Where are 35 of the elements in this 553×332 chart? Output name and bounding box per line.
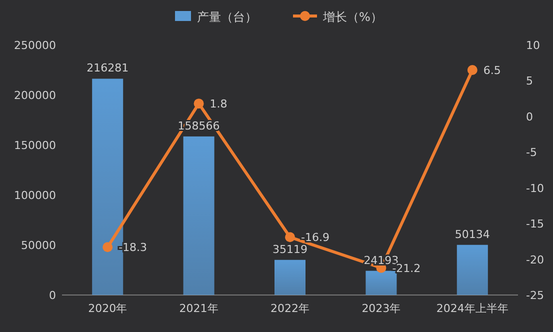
y2-tick-label: -10 bbox=[526, 182, 544, 195]
y2-tick-label: 0 bbox=[526, 110, 533, 124]
point bbox=[285, 232, 295, 242]
y2-tick-label: -20 bbox=[526, 253, 544, 266]
x-tick-label: 2021年 bbox=[179, 302, 218, 315]
x-tick-label: 2023年 bbox=[362, 302, 401, 315]
y2-tick-label: 10 bbox=[526, 39, 540, 52]
point bbox=[102, 242, 113, 252]
data-label: 6.5 bbox=[483, 64, 501, 77]
y-tick-label: 50000 bbox=[21, 239, 56, 252]
y-tick-label: 250000 bbox=[14, 39, 56, 52]
legend-label: 增长（%） bbox=[322, 10, 382, 24]
point bbox=[467, 65, 478, 75]
x-tick-label: 2022年 bbox=[270, 302, 310, 315]
y-tick-label: 100000 bbox=[14, 189, 56, 202]
y-tick-label: 200000 bbox=[14, 89, 56, 102]
data-label: 35119 bbox=[272, 242, 308, 256]
x-tick-label: 2024年上半年 bbox=[436, 302, 508, 315]
data-label: -16.9 bbox=[301, 231, 330, 244]
data-label: 1.8 bbox=[210, 98, 228, 111]
data-label: 50134 bbox=[454, 228, 490, 241]
y-tick-label: 150000 bbox=[14, 139, 56, 152]
x-tick-label: 2020年 bbox=[88, 302, 128, 315]
legend-label: 产量（台） bbox=[197, 10, 257, 24]
point bbox=[194, 98, 204, 109]
bar bbox=[456, 244, 488, 295]
data-label: 216281 bbox=[86, 62, 129, 75]
y2-tick-label: -25 bbox=[526, 289, 544, 302]
y2-tick-label: 5 bbox=[526, 74, 533, 88]
y2-tick-label: -5 bbox=[526, 146, 537, 160]
bar bbox=[183, 136, 214, 295]
y-tick-label: 0 bbox=[49, 289, 56, 302]
y2-tick-label: -15 bbox=[526, 218, 544, 231]
bar bbox=[366, 270, 397, 295]
bar bbox=[274, 260, 306, 295]
